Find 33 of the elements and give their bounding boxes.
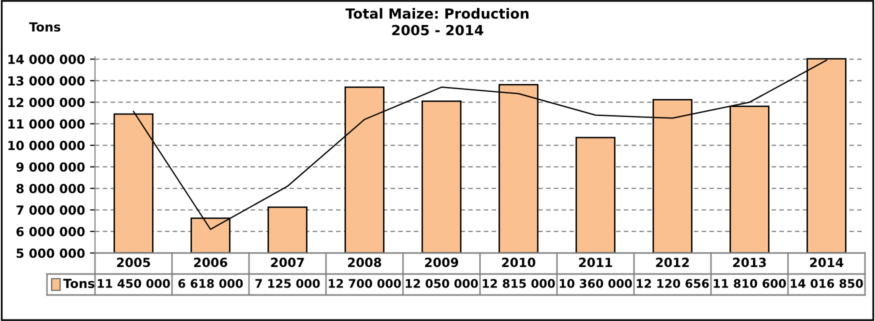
y-tick-label: 9 000 000 (16, 162, 85, 172)
y-tick-label: 10 000 000 (8, 140, 85, 150)
y-tick-label: 14 000 000 (8, 54, 85, 64)
data-label: 12 120 656 (636, 278, 709, 288)
data-label: 10 360 000 (560, 278, 632, 288)
x-tick-label: 2006 (194, 258, 228, 268)
y-tick-label: 5 000 000 (16, 248, 85, 258)
x-tick-label: 2012 (656, 258, 689, 268)
chart-title: Total Maize: Production 2005 - 2014 (346, 8, 528, 36)
x-tick-label: 2008 (348, 258, 382, 268)
y-tick-label: 13 000 000 (8, 76, 85, 86)
x-tick-label: 2009 (425, 258, 458, 268)
data-label: 6 618 000 (178, 278, 243, 288)
data-label: 12 050 000 (406, 278, 478, 288)
x-tick-label: 2010 (502, 258, 536, 268)
x-tick-label: 2007 (271, 258, 304, 268)
x-tick-label: 2005 (117, 258, 150, 268)
data-label: 12 815 000 (482, 278, 555, 288)
x-tick-label: 2013 (733, 258, 766, 268)
legend-label: Tons (63, 278, 94, 288)
data-label: 11 450 000 (98, 278, 170, 288)
data-label: 14 016 850 (790, 278, 863, 288)
y-tick-label: 8 000 000 (16, 184, 85, 194)
y-tick-label: 11 000 000 (8, 119, 85, 129)
y-tick-label: 12 000 000 (8, 98, 85, 108)
y-tick-label: 6 000 000 (16, 226, 85, 236)
x-tick-label: 2014 (810, 258, 844, 268)
y-axis-title: Tons (29, 22, 60, 32)
data-label: 12 700 000 (328, 278, 401, 288)
data-label: 11 810 600 (714, 278, 786, 288)
data-label: 7 125 000 (255, 278, 320, 288)
x-tick-label: 2011 (579, 258, 612, 268)
y-tick-label: 7 000 000 (16, 205, 85, 215)
